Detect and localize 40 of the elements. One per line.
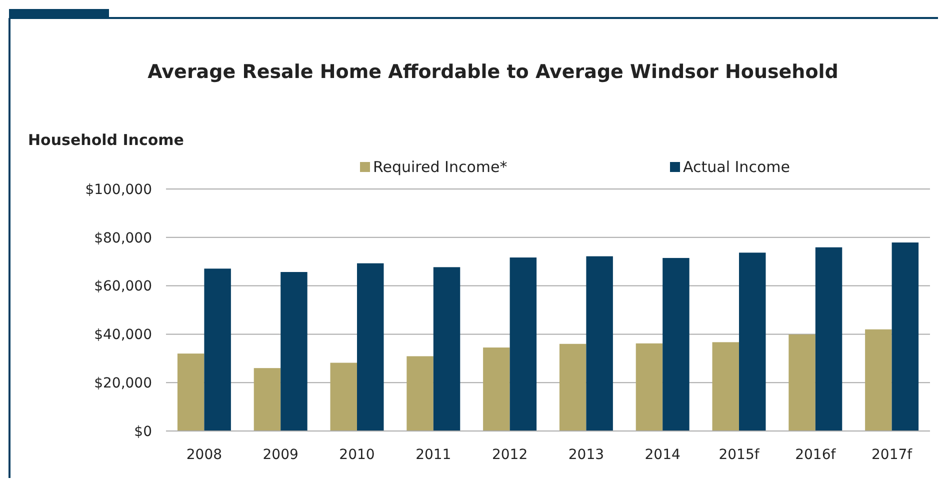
y-tick-label: $80,000 — [94, 230, 152, 246]
x-tick-label: 2016f — [795, 447, 837, 463]
bar — [662, 258, 690, 431]
bar — [280, 272, 308, 431]
y-tick-label: $40,000 — [94, 327, 152, 344]
x-tick-label: 2010 — [339, 447, 375, 463]
x-tick-label: 2008 — [186, 447, 222, 463]
chart-title: Average Resale Home Affordable to Average Windsor Household — [148, 61, 838, 83]
bar — [254, 368, 281, 431]
x-tick-label: 2013 — [568, 447, 604, 463]
bar — [739, 252, 766, 431]
x-tick-label: 2015f — [718, 447, 760, 463]
bar — [865, 329, 892, 431]
bar — [892, 242, 919, 431]
bar — [712, 342, 739, 431]
bar — [636, 343, 663, 431]
legend-label: Actual Income — [683, 158, 790, 176]
bar — [586, 256, 613, 431]
bar — [483, 348, 510, 431]
bar — [510, 257, 537, 431]
bar — [788, 334, 816, 431]
bar — [204, 268, 231, 431]
bar — [177, 354, 204, 431]
x-tick-label: 2009 — [262, 447, 298, 463]
bar — [357, 263, 384, 431]
y-tick-label: $100,000 — [85, 182, 152, 198]
bar — [559, 344, 586, 431]
x-tick-label: 2012 — [492, 447, 528, 463]
y-tick-label: $0 — [134, 424, 152, 440]
bar — [815, 247, 842, 431]
y-tick-label: $60,000 — [94, 278, 152, 295]
bar — [406, 356, 434, 431]
y-tick-label: $20,000 — [94, 376, 152, 392]
x-tick-label: 2011 — [416, 447, 452, 463]
x-tick-label: 2014 — [644, 447, 680, 463]
bar — [433, 267, 460, 431]
bar — [330, 362, 357, 431]
legend-label: Required Income* — [373, 158, 508, 176]
y-axis-title: Household Income — [28, 131, 184, 149]
x-tick-label: 2017f — [872, 447, 914, 463]
